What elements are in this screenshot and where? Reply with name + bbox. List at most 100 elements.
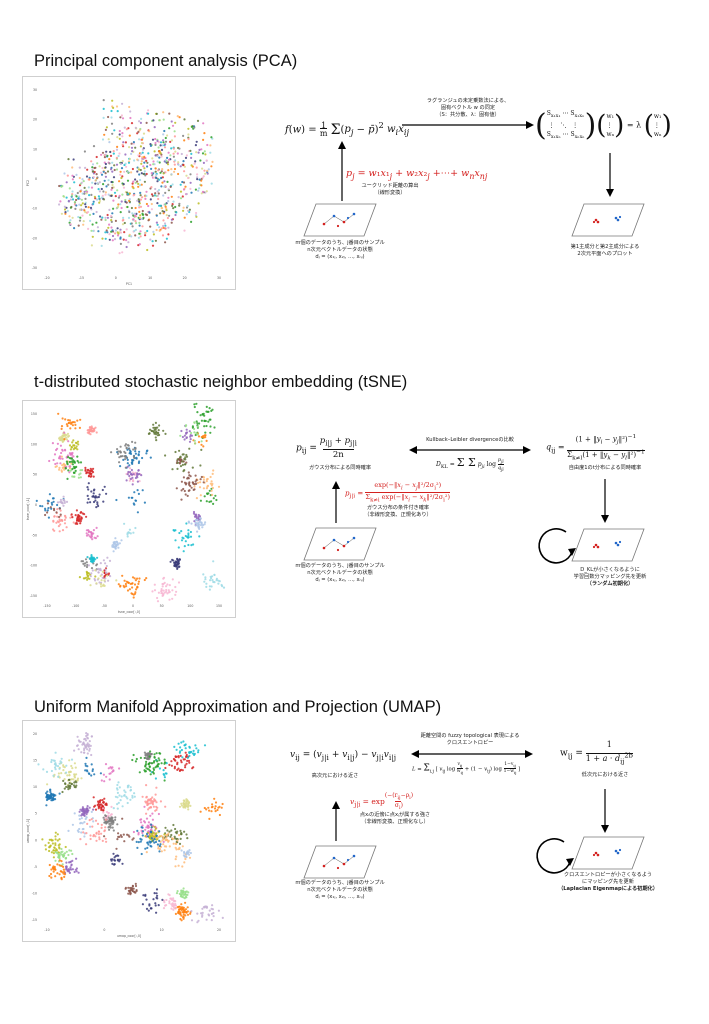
umap-point [183,830,186,833]
pca-point [110,116,113,119]
pca-point [174,121,177,124]
umap-point [203,744,207,747]
umap-point [165,762,168,765]
umap-point [178,751,181,754]
tsne-xtick-label: 50 [160,604,164,608]
umap-point [84,817,87,821]
umap-point [88,772,91,776]
pca-point [207,168,210,171]
pca-point [106,231,109,234]
umap-point [79,740,82,743]
pca-point [111,234,115,238]
pca-point [141,148,145,151]
tsne-point [196,530,199,533]
umap-point [146,767,149,771]
pca-point [193,162,196,165]
pca-point [108,158,111,161]
umap-point [110,816,113,819]
umap-point [118,767,121,770]
pca-point [139,205,143,208]
umap-point [220,806,223,809]
pca-point [120,200,123,203]
umap-point [63,870,66,873]
pca-point [119,211,122,214]
pca-point [170,173,173,176]
pca-point [104,193,107,196]
pca-point [97,195,100,198]
umap-point [58,767,61,770]
pca-point [141,212,144,215]
pca-point [183,229,186,232]
umap-point [129,788,133,792]
pca-point [121,175,124,178]
umap-point [88,749,91,752]
umap-point [73,870,76,874]
umap-point [134,760,137,763]
tsne-point [60,500,63,503]
tsne-point [187,532,190,535]
umap-point [133,795,136,798]
pca-point [145,213,149,217]
tsne-point [128,467,132,470]
pca-point [152,119,155,122]
pca-point [115,105,119,108]
pca-point [157,146,160,149]
umap-point [181,892,184,895]
pca-point [179,190,183,193]
umap-point [86,810,89,813]
pca-point [132,180,135,183]
umap-point [139,840,142,843]
pca-point [112,176,116,179]
umap-point [147,808,150,811]
tsne-point [178,461,181,464]
pca-point [90,160,93,163]
tsne-point [86,494,89,497]
pca-point [200,184,203,187]
pca-point [209,151,212,154]
pca-point [104,237,107,240]
tsne-point [134,448,137,451]
umap-point [105,775,108,778]
pca-point [79,216,82,219]
umap-point [49,844,52,847]
umap-point [137,831,140,834]
tsne-point [177,562,180,565]
pca-point [138,200,141,203]
pca-point [190,152,193,155]
pca-point [121,135,124,138]
tsne-point [220,583,223,587]
umap-point [116,783,119,787]
pca-point [141,156,144,159]
pca-point [107,193,110,196]
tsne-point [136,476,139,479]
tsne-point [195,513,198,516]
umap-point [104,803,107,806]
tsne-double-arrow-icon [409,446,531,454]
umap-point [119,799,122,802]
pca-point [166,156,169,159]
tsne-joint-caption: ガウス分布による同時確率 [308,465,372,471]
umap-point [54,751,57,754]
tsne-point [70,453,74,456]
tsne-point [212,560,215,563]
pca-point [160,170,163,173]
tsne-point [76,440,80,443]
tsne-point [78,514,81,518]
pca-point [128,134,131,137]
pca-point [138,224,141,227]
pca-point [103,156,106,159]
pca-point [162,118,165,121]
umap-output-plane-icon [571,836,645,870]
tsne-q-caption: 自由度1のt分布による同時確率 [568,465,642,471]
pca-point [87,210,90,214]
tsne-point [87,572,90,575]
pca-point [63,208,67,211]
umap-point [147,909,150,912]
tsne-point [184,540,187,543]
umap-point [98,799,101,803]
pca-point [146,165,149,168]
umap-point [155,801,158,804]
umap-point [135,840,138,843]
tsne-point [187,543,190,547]
umap-point [157,762,160,766]
